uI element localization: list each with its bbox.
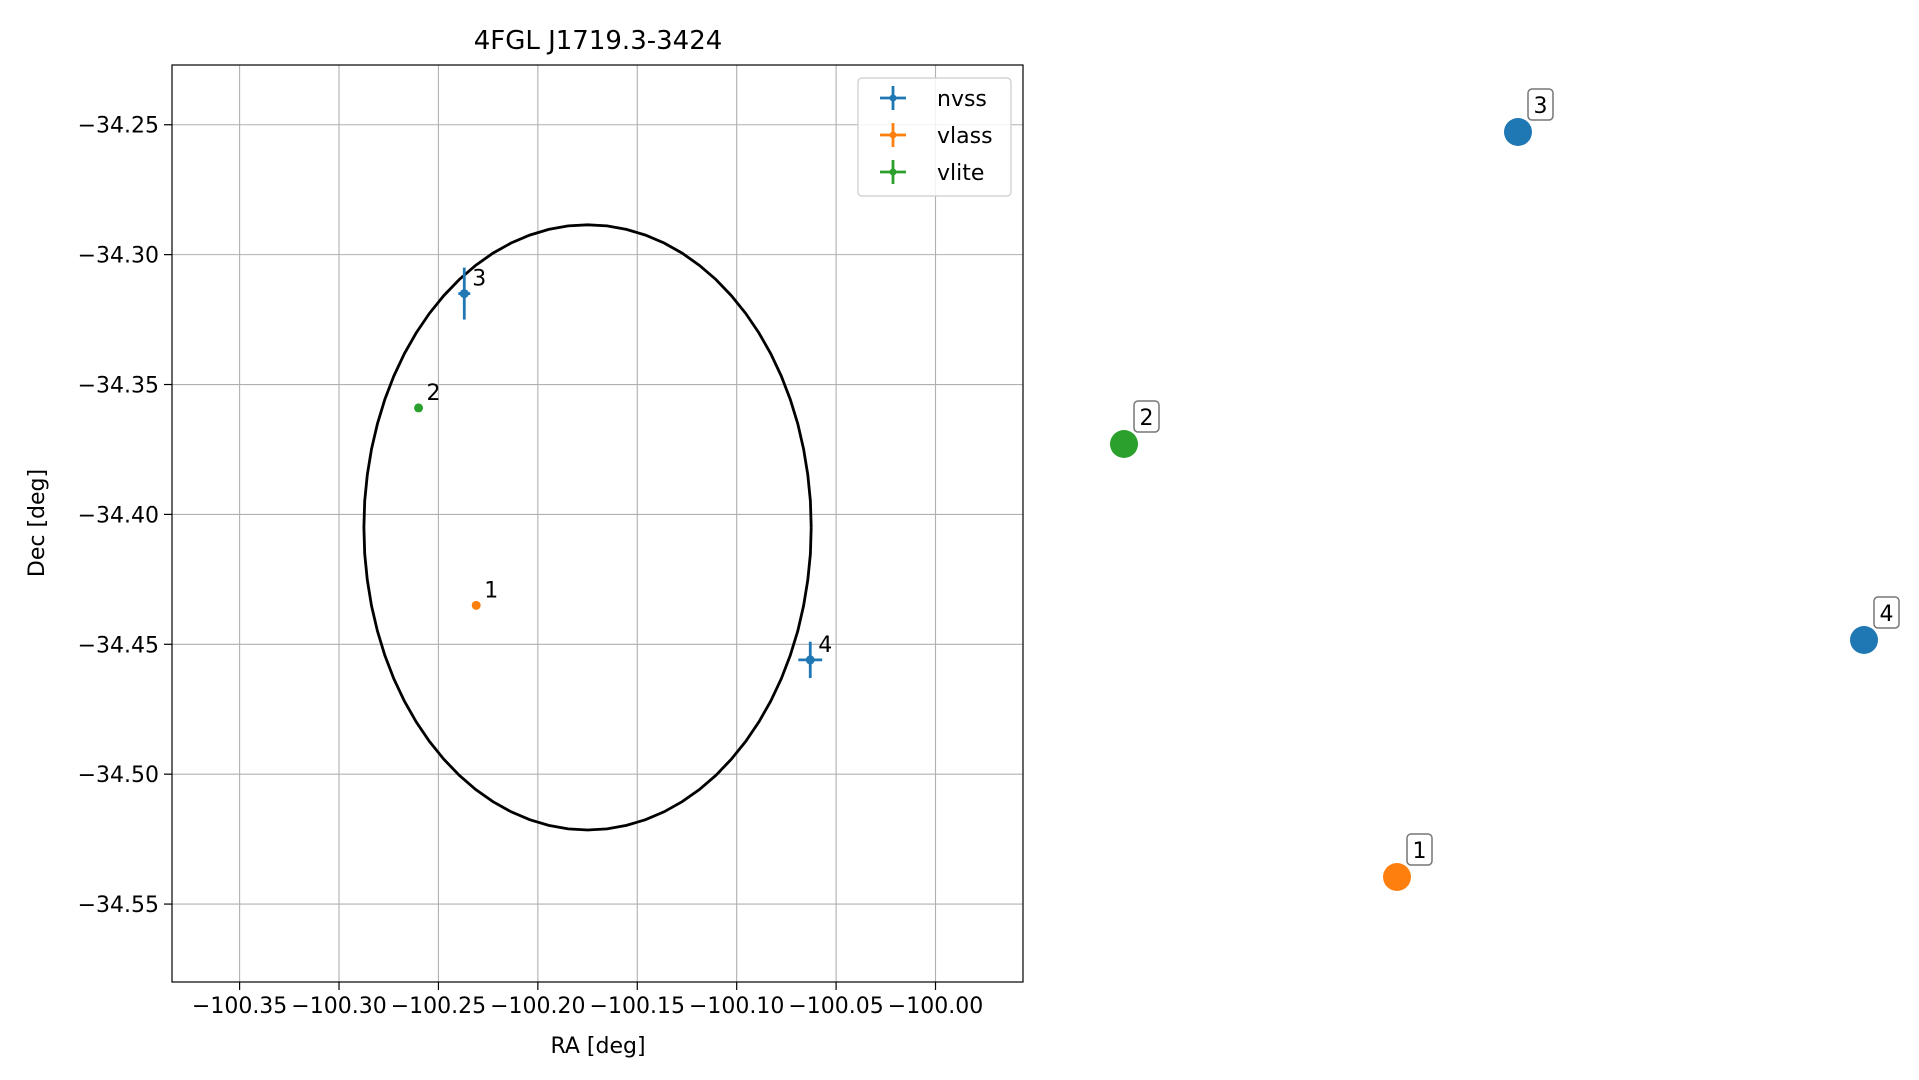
data-point-vlite: 2 bbox=[414, 381, 441, 413]
x-tick-label: −100.35 bbox=[192, 994, 287, 1019]
y-axis-label: Dec [deg] bbox=[25, 469, 50, 577]
point-marker bbox=[414, 403, 424, 413]
marker-4: 4 bbox=[1850, 596, 1900, 654]
point-marker bbox=[459, 289, 469, 299]
y-tick-label: −34.25 bbox=[78, 114, 159, 139]
legend-entry-vlite: vlite bbox=[880, 160, 984, 186]
source-points-layer: 3 4 1 2 bbox=[414, 267, 832, 679]
marker-dot bbox=[1110, 430, 1138, 458]
marker-1: 1 bbox=[1383, 833, 1433, 891]
data-point-nvss: 4 bbox=[798, 633, 832, 679]
data-point-vlass: 1 bbox=[471, 578, 498, 610]
legend-marker-dot bbox=[889, 94, 897, 102]
marker-dot bbox=[1383, 863, 1411, 891]
marker-3: 3 bbox=[1504, 88, 1554, 146]
marker-label-box bbox=[1133, 400, 1160, 433]
point-label: 3 bbox=[472, 267, 486, 292]
legend-label: nvss bbox=[937, 87, 987, 112]
y-tick-label: −34.50 bbox=[78, 763, 159, 788]
data-point-nvss: 3 bbox=[458, 267, 486, 320]
y-tick-label: −34.55 bbox=[78, 893, 159, 918]
x-axis-label: RA [deg] bbox=[550, 1034, 645, 1059]
y-tick-label: −34.40 bbox=[78, 503, 159, 528]
legend-entry-vlass: vlass bbox=[880, 123, 993, 149]
marker-2: 2 bbox=[1110, 400, 1160, 458]
chart-title: 4FGL J1719.3-3424 bbox=[474, 26, 723, 56]
y-tick-label: −34.45 bbox=[78, 633, 159, 658]
plot-frame bbox=[171, 64, 1024, 983]
marker-label-box bbox=[1406, 833, 1433, 866]
marker-label-box bbox=[1527, 88, 1554, 121]
marker-label: 3 bbox=[1534, 94, 1548, 119]
x-tick-label: −100.30 bbox=[291, 994, 386, 1019]
marker-label: 4 bbox=[1880, 602, 1894, 627]
legend-marker-dot bbox=[889, 168, 897, 176]
point-label: 4 bbox=[818, 633, 832, 658]
y-tick-label: −34.30 bbox=[78, 244, 159, 269]
source-marker-panel: 3 2 4 1 bbox=[1110, 88, 1900, 891]
legend-label: vlass bbox=[937, 124, 993, 149]
x-tick-label: −100.00 bbox=[888, 994, 983, 1019]
axis-ticks: −100.35 −100.30 −100.25 −100.20 −100.15 −100.… bbox=[78, 114, 984, 1019]
y-tick-label: −34.35 bbox=[78, 374, 159, 399]
localization-ellipse bbox=[362, 223, 813, 832]
legend-label: vlite bbox=[937, 161, 984, 186]
x-tick-label: −100.25 bbox=[391, 994, 486, 1019]
marker-label-box bbox=[1873, 596, 1900, 629]
marker-label: 2 bbox=[1140, 406, 1154, 431]
marker-dot bbox=[1850, 626, 1878, 654]
legend-marker-dot bbox=[889, 131, 897, 139]
x-tick-label: −100.10 bbox=[689, 994, 784, 1019]
legend-entry-nvss: nvss bbox=[880, 86, 987, 112]
legend: nvss vlass vlite bbox=[857, 77, 1012, 197]
x-tick-label: −100.20 bbox=[490, 994, 585, 1019]
marker-label: 1 bbox=[1413, 839, 1427, 864]
point-label: 1 bbox=[484, 578, 498, 603]
marker-dot bbox=[1504, 118, 1532, 146]
point-label: 2 bbox=[427, 381, 441, 406]
x-tick-label: −100.15 bbox=[590, 994, 685, 1019]
grid-lines bbox=[172, 65, 1023, 982]
point-marker bbox=[805, 655, 815, 665]
point-marker bbox=[471, 600, 481, 610]
x-tick-label: −100.05 bbox=[788, 994, 883, 1019]
sky-plot: 3 4 1 2 −100.35 −100.30 −100.25 −100.20 −100.15… bbox=[25, 26, 1024, 1059]
legend-box bbox=[857, 77, 1012, 197]
localization-ellipse-layer bbox=[362, 223, 813, 832]
